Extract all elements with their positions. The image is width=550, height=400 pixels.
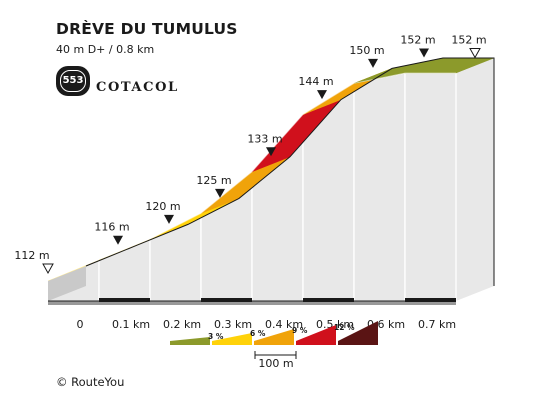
legend-swatch bbox=[212, 333, 252, 345]
elevation-marker bbox=[317, 90, 327, 100]
x-tick-label: 0.4 km bbox=[265, 318, 303, 331]
elevation-label: 112 m bbox=[14, 249, 49, 262]
x-tick-label: 0 bbox=[77, 318, 84, 331]
elevation-label: 152 m bbox=[451, 34, 486, 47]
cotacol-badge-number: 553 bbox=[60, 70, 86, 92]
legend-label: 6 % bbox=[250, 329, 266, 338]
route-summary: 40 m D+ / 0.8 km bbox=[56, 43, 155, 56]
cotacol-logo: 553 COTACOL bbox=[56, 66, 186, 102]
copyright-text: © RouteYou bbox=[56, 375, 125, 389]
start-face bbox=[48, 266, 86, 301]
elevation-label: 133 m bbox=[247, 132, 282, 145]
elevation-marker bbox=[419, 48, 429, 58]
base-km-bar bbox=[405, 298, 456, 302]
elevation-marker bbox=[266, 147, 276, 157]
elevation-marker bbox=[368, 58, 378, 68]
elevation-marker bbox=[113, 235, 123, 245]
legend-label: 3 % bbox=[208, 332, 224, 341]
x-tick-label: 0.2 km bbox=[163, 318, 201, 331]
elevation-label: 152 m bbox=[400, 34, 435, 47]
x-tick-label: 0.7 km bbox=[418, 318, 456, 331]
legend-swatch bbox=[338, 321, 378, 345]
cotacol-badge: 553 bbox=[56, 66, 90, 96]
elevation-marker bbox=[215, 188, 225, 198]
legend-swatch bbox=[296, 325, 336, 345]
route-title: DRÈVE DU TUMULUS bbox=[56, 20, 238, 38]
elevation-marker-open bbox=[469, 48, 481, 59]
legend-label: 9 % bbox=[292, 326, 308, 335]
elevation-label: 116 m bbox=[94, 221, 129, 234]
base-km-bar bbox=[99, 298, 150, 302]
elevation-marker-open bbox=[42, 263, 54, 275]
elevation-label: 125 m bbox=[196, 174, 231, 187]
legend-swatch bbox=[170, 337, 210, 345]
cotacol-brand: COTACOL bbox=[96, 80, 179, 95]
elevation-label: 144 m bbox=[298, 75, 333, 88]
profile-wall-panel bbox=[98, 238, 151, 302]
elevation-label: 150 m bbox=[349, 44, 384, 57]
legend-label: 12 % bbox=[334, 323, 355, 332]
profile-wall-panel bbox=[353, 72, 406, 302]
x-tick-label: 0.1 km bbox=[112, 318, 150, 331]
elevation-label: 120 m bbox=[145, 200, 180, 213]
x-tick-label: 0.3 km bbox=[214, 318, 252, 331]
scale-label: 100 m bbox=[258, 357, 293, 370]
base-km-bar bbox=[201, 298, 252, 302]
ridge-back-line bbox=[85, 57, 495, 286]
x-tick-label: 0.5 km bbox=[316, 318, 354, 331]
base-km-bar bbox=[303, 298, 354, 302]
legend-swatch bbox=[254, 329, 294, 345]
profile-wall-panel bbox=[404, 72, 457, 302]
elevation-marker bbox=[164, 214, 174, 224]
